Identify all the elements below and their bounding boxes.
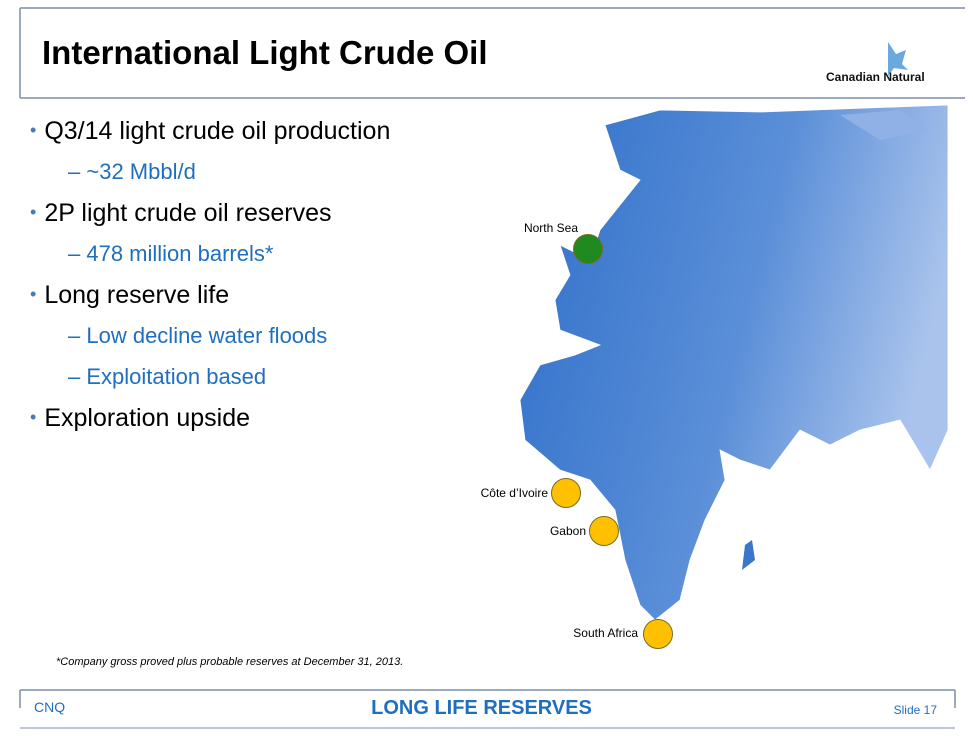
marker-label: Gabon [549, 524, 586, 538]
bullet-dot: • [30, 284, 37, 304]
map-marker [551, 478, 581, 508]
bullet-text: Long reserve life [44, 281, 230, 309]
marker-label: Côte d’Ivoire [480, 486, 548, 500]
sub-bullet: – Exploitation based [30, 356, 390, 397]
bullet-text: 2P light crude oil reserves [44, 199, 332, 227]
sub-dash: – [68, 323, 87, 348]
footnote: *Company gross proved plus probable rese… [56, 656, 404, 668]
bullet-dot: • [30, 120, 37, 140]
marker-label: North Sea [523, 221, 578, 235]
bullet-list: • Q3/14 light crude oil production – ~32 M… [30, 110, 390, 438]
marker-label: South Africa [573, 626, 638, 640]
bullet-dot: • [30, 407, 37, 427]
bullet-text: Exploration upside [44, 404, 251, 432]
sub-dash: – [68, 364, 87, 389]
sub-dash: – [68, 241, 87, 266]
map-marker [643, 619, 673, 649]
footer-left: CNQ [34, 699, 66, 715]
bullet-text: Q3/14 light crude oil production [44, 117, 391, 145]
bullet: • Long reserve life [30, 274, 390, 315]
sub-bullet: – 478 million barrels* [30, 233, 390, 274]
map-marker [589, 516, 619, 546]
bullet: • Exploration upside [30, 397, 390, 438]
sub-bullet-text: ~32 Mbbl/d [86, 159, 196, 184]
map [519, 104, 949, 621]
bullet: • 2P light crude oil reserves [30, 192, 390, 233]
bullet: • Q3/14 light crude oil production [30, 110, 390, 151]
sub-bullet: – Low decline water floods [30, 315, 390, 356]
slide-title: International Light Crude Oil [42, 34, 488, 71]
sub-bullet-text: 478 million barrels* [86, 241, 274, 266]
sub-bullet: – ~32 Mbbl/d [30, 151, 390, 192]
sub-bullet-text: Exploitation based [86, 364, 267, 389]
bullet-dot: • [30, 202, 37, 222]
logo [863, 40, 908, 77]
map-marker [573, 234, 603, 264]
logo-text: Canadian Natural [826, 70, 925, 84]
sub-dash: – [68, 159, 87, 184]
footer-center: LONG LIFE RESERVES [371, 697, 592, 719]
footer-right: Slide 17 [893, 703, 937, 717]
sub-bullet-text: Low decline water floods [86, 323, 328, 348]
